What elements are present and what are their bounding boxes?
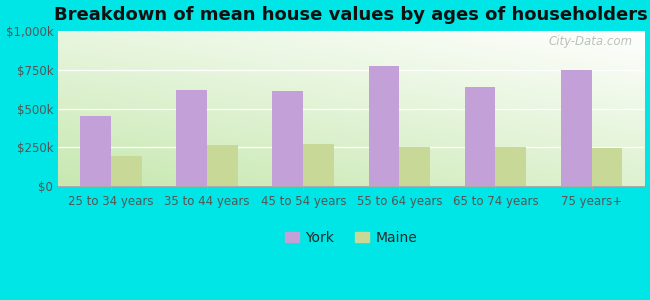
Bar — [399, 147, 430, 186]
Bar — [495, 147, 526, 186]
Bar — [111, 156, 142, 186]
Bar — [80, 116, 111, 186]
Bar — [561, 70, 592, 186]
Bar — [369, 67, 399, 186]
Bar — [465, 87, 495, 186]
Title: Breakdown of mean house values by ages of householders: Breakdown of mean house values by ages o… — [55, 6, 648, 24]
Legend: York, Maine: York, Maine — [285, 231, 418, 245]
Text: City-Data.com: City-Data.com — [549, 35, 632, 48]
Bar — [304, 144, 334, 186]
Bar — [207, 145, 238, 186]
Bar — [176, 90, 207, 186]
Bar — [592, 148, 622, 186]
Bar — [272, 92, 304, 186]
